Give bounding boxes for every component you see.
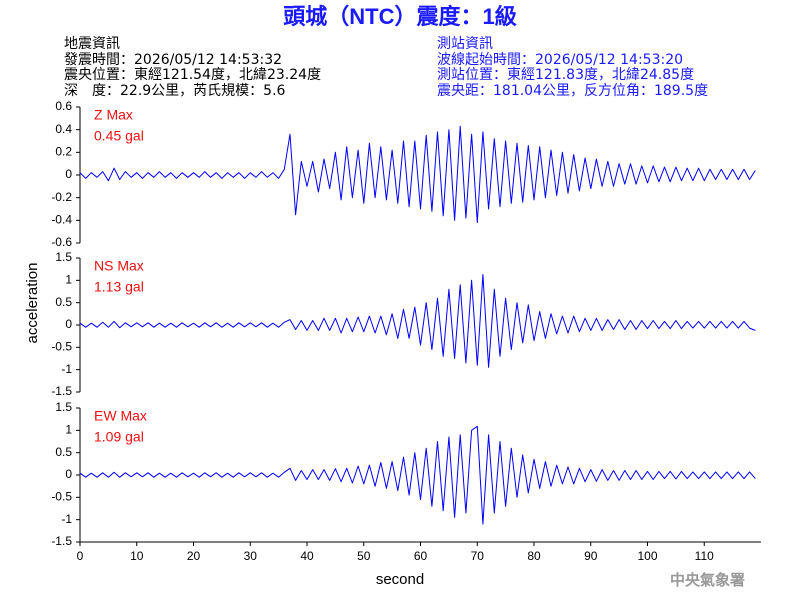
waveform xyxy=(79,274,756,368)
x-tick-label: 50 xyxy=(357,549,371,563)
x-tick-label: 40 xyxy=(300,549,314,563)
y-tick-label: -1.5 xyxy=(51,534,72,548)
annotation: 1.09 gal xyxy=(94,429,144,445)
x-tick-label: 10 xyxy=(130,549,144,563)
chart-title: 頭城（NTC）震度：1級 xyxy=(283,4,516,29)
station-info: 震央距：181.04公里，反方位角：189.5度 xyxy=(437,83,708,99)
y-tick-label: 0.5 xyxy=(55,445,72,459)
x-tick-label: 100 xyxy=(637,549,657,563)
waveform xyxy=(79,425,756,525)
waveform xyxy=(79,125,756,224)
x-tick-label: 0 xyxy=(77,549,84,563)
x-tick-label: 20 xyxy=(187,549,201,563)
y-tick-label: -0.4 xyxy=(51,213,72,227)
y-tick-label: 0.6 xyxy=(55,99,72,113)
y-tick-label: 1 xyxy=(65,273,72,287)
station-info: 測站資訊 xyxy=(437,36,493,52)
annotation: 0.45 gal xyxy=(94,128,144,144)
y-tick-label: 1 xyxy=(65,423,72,437)
footer: 中央氣象署 xyxy=(670,571,745,589)
annotation: NS Max xyxy=(94,258,144,274)
event-info: 深 度：22.9公里，芮氏規模：5.6 xyxy=(64,82,286,99)
y-tick-label: -0.2 xyxy=(51,190,72,204)
y-tick-label: -0.5 xyxy=(51,490,72,504)
y-tick-label: 0.4 xyxy=(55,122,72,136)
x-tick-label: 60 xyxy=(414,549,428,563)
station-info: 波線起始時間：2026/05/12 14:53:20 xyxy=(437,52,683,68)
y-tick-label: -1 xyxy=(61,512,72,526)
y-tick-label: -1 xyxy=(61,362,72,376)
event-info: 地震資訊 xyxy=(64,36,120,52)
x-tick-label: 80 xyxy=(527,549,541,563)
x-tick-label: 70 xyxy=(471,549,485,563)
annotation: Z Max xyxy=(94,107,133,123)
event-info: 發震時間：2026/05/12 14:53:32 xyxy=(64,52,282,68)
y-tick-label: -0.5 xyxy=(51,340,72,354)
y-tick-label: 1.5 xyxy=(55,400,72,414)
x-tick-label: 110 xyxy=(695,549,714,563)
y-tick-label: -1.5 xyxy=(51,384,72,398)
y-tick-label: 0 xyxy=(65,467,72,481)
station-info: 測站位置：東經121.83度，北緯24.85度 xyxy=(437,67,694,83)
annotation: EW Max xyxy=(94,408,147,424)
x-tick-label: 30 xyxy=(244,549,258,563)
y-tick-label: 1.5 xyxy=(55,250,72,264)
y-tick-label: 0 xyxy=(65,167,72,181)
x-tick-label: 90 xyxy=(584,549,598,563)
y-tick-label: 0.5 xyxy=(55,295,72,309)
annotation: 1.13 gal xyxy=(94,279,144,295)
event-info: 震央位置：東經121.54度，北緯23.24度 xyxy=(64,67,321,83)
x-axis-label: second xyxy=(376,571,424,588)
y-tick-label: 0.2 xyxy=(55,145,72,159)
y-tick-label: -0.6 xyxy=(51,235,72,249)
y-axis-label: acceleration xyxy=(24,263,41,344)
y-tick-label: 0 xyxy=(65,317,72,331)
